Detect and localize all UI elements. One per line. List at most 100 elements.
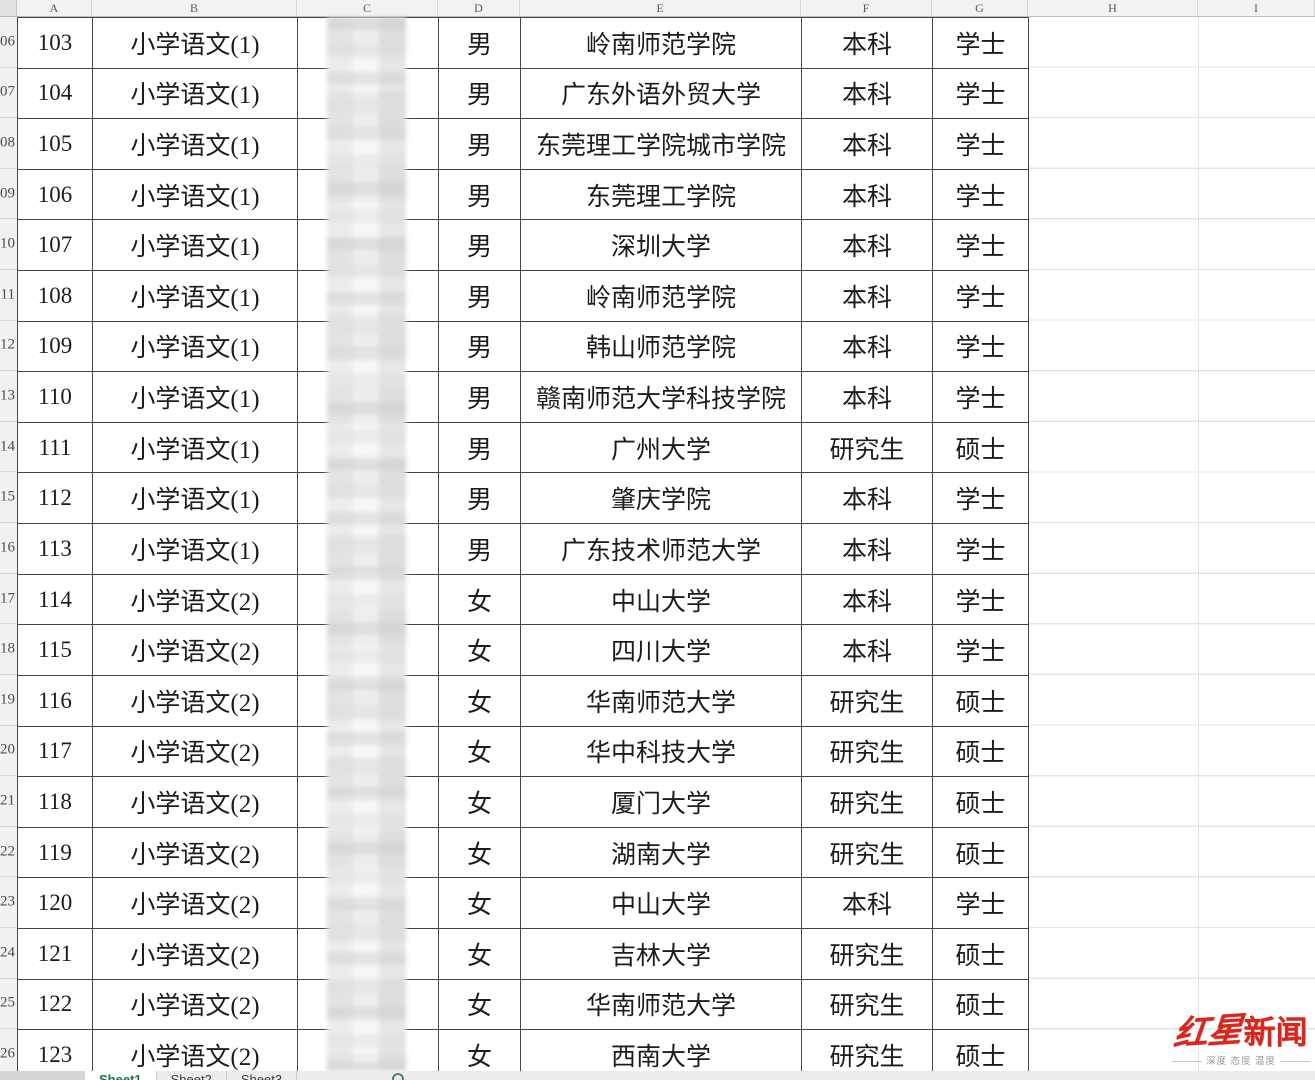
cell-f[interactable]: 研究生	[802, 726, 933, 778]
cell-g[interactable]: 学士	[933, 372, 1029, 423]
cell-f[interactable]: 本科	[802, 625, 933, 676]
cell-f[interactable]: 本科	[802, 878, 933, 929]
cell-b[interactable]: 小学语文(2)	[93, 675, 298, 727]
cell-g[interactable]: 硕士	[933, 726, 1029, 778]
cell-a[interactable]: 104	[18, 68, 93, 120]
cell-d[interactable]: 男	[439, 422, 521, 474]
cell-d[interactable]: 男	[439, 18, 521, 69]
select-all-corner[interactable]	[0, 0, 17, 16]
row-header[interactable]: 106	[0, 17, 17, 68]
cell-g[interactable]: 学士	[933, 321, 1029, 373]
cell-e[interactable]: 东莞理工学院城市学院	[521, 119, 802, 170]
row-header[interactable]: 122	[0, 827, 17, 878]
cell-b[interactable]: 小学语文(2)	[93, 625, 298, 676]
cell-b[interactable]: 小学语文(2)	[93, 777, 298, 828]
sheet-tab-sheet1[interactable]: Sheet1	[85, 1071, 157, 1080]
cell-e[interactable]: 赣南师范大学科技学院	[521, 372, 802, 423]
data-grid[interactable]: 103 小学语文(1) 男岭南师范学院 本科 学士 104 小学语文(1) 男广东外语外贸大学…	[17, 17, 1029, 1080]
cell-g[interactable]: 学士	[933, 271, 1029, 322]
column-header-a[interactable]: A	[17, 0, 92, 16]
row-header[interactable]: 120	[0, 726, 17, 777]
cell-f[interactable]: 本科	[802, 321, 933, 373]
cell-g[interactable]: 硕士	[933, 675, 1029, 727]
cell-b[interactable]: 小学语文(1)	[93, 321, 298, 373]
cell-b[interactable]: 小学语文(1)	[93, 271, 298, 322]
cell-e[interactable]: 广州大学	[521, 422, 802, 474]
cell-a[interactable]: 109	[18, 321, 93, 373]
column-header-e[interactable]: E	[520, 0, 801, 16]
cell-d[interactable]: 女	[439, 928, 521, 980]
cell-e[interactable]: 岭南师范学院	[521, 271, 802, 322]
cell-d[interactable]: 女	[439, 574, 521, 626]
column-header-d[interactable]: D	[438, 0, 520, 16]
cell-e[interactable]: 中山大学	[521, 878, 802, 929]
cell-b[interactable]: 小学语文(1)	[93, 169, 298, 221]
cell-d[interactable]: 男	[439, 524, 521, 575]
cell-e[interactable]: 广东技术师范大学	[521, 524, 802, 575]
row-header[interactable]: 124	[0, 928, 17, 979]
cell-e[interactable]: 吉林大学	[521, 928, 802, 980]
cell-g[interactable]: 硕士	[933, 777, 1029, 828]
cell-a[interactable]: 113	[18, 524, 93, 575]
cell-b[interactable]: 小学语文(2)	[93, 878, 298, 929]
row-header[interactable]: 109	[0, 169, 17, 220]
cell-b[interactable]: 小学语文(2)	[93, 574, 298, 626]
cell-g[interactable]: 学士	[933, 18, 1029, 69]
cell-f[interactable]: 本科	[802, 68, 933, 120]
row-header[interactable]: 117	[0, 574, 17, 625]
cell-d[interactable]: 男	[439, 372, 521, 423]
cell-d[interactable]: 男	[439, 271, 521, 322]
cell-a[interactable]: 114	[18, 574, 93, 626]
cell-g[interactable]: 学士	[933, 524, 1029, 575]
cell-a[interactable]: 116	[18, 675, 93, 727]
sheet-tab-sheet2[interactable]: Sheet2	[156, 1071, 227, 1080]
cell-f[interactable]: 本科	[802, 220, 933, 272]
row-header[interactable]: 114	[0, 422, 17, 473]
cell-b[interactable]: 小学语文(2)	[93, 726, 298, 778]
cell-g[interactable]: 学士	[933, 68, 1029, 120]
cell-b[interactable]: 小学语文(1)	[93, 220, 298, 272]
row-header[interactable]: 125	[0, 979, 17, 1030]
cell-a[interactable]: 119	[18, 827, 93, 879]
row-header[interactable]: 111	[0, 270, 17, 321]
cell-f[interactable]: 研究生	[802, 675, 933, 727]
row-header[interactable]: 118	[0, 624, 17, 675]
cell-b[interactable]: 小学语文(1)	[93, 68, 298, 120]
cell-e[interactable]: 中山大学	[521, 574, 802, 626]
add-sheet-icon[interactable]	[392, 1073, 404, 1080]
cell-d[interactable]: 男	[439, 220, 521, 272]
cell-d[interactable]: 男	[439, 119, 521, 170]
cell-b[interactable]: 小学语文(1)	[93, 524, 298, 575]
cell-f[interactable]: 研究生	[802, 1030, 933, 1080]
cell-d[interactable]: 男	[439, 473, 521, 525]
cell-b[interactable]: 小学语文(1)	[93, 422, 298, 474]
cell-b[interactable]: 小学语文(1)	[93, 18, 298, 69]
cell-g[interactable]: 硕士	[933, 1030, 1029, 1080]
cell-e[interactable]: 深圳大学	[521, 220, 802, 272]
cell-a[interactable]: 111	[18, 422, 93, 474]
cell-g[interactable]: 硕士	[933, 979, 1029, 1031]
cell-f[interactable]: 本科	[802, 524, 933, 575]
row-header[interactable]: 107	[0, 68, 17, 119]
cell-f[interactable]: 研究生	[802, 928, 933, 980]
cell-e[interactable]: 韩山师范学院	[521, 321, 802, 373]
cell-d[interactable]: 女	[439, 777, 521, 828]
cell-g[interactable]: 学士	[933, 878, 1029, 929]
cell-f[interactable]: 本科	[802, 372, 933, 423]
row-header[interactable]: 126	[0, 1029, 17, 1071]
cell-d[interactable]: 男	[439, 321, 521, 373]
cell-d[interactable]: 女	[439, 827, 521, 879]
empty-cells-area[interactable]	[1029, 17, 1315, 1071]
cell-d[interactable]: 女	[439, 878, 521, 929]
column-header-g[interactable]: G	[932, 0, 1028, 16]
cell-f[interactable]: 研究生	[802, 979, 933, 1031]
cell-a[interactable]: 107	[18, 220, 93, 272]
cell-f[interactable]: 本科	[802, 574, 933, 626]
cell-e[interactable]: 厦门大学	[521, 777, 802, 828]
cell-f[interactable]: 研究生	[802, 827, 933, 879]
cell-f[interactable]: 本科	[802, 473, 933, 525]
row-header[interactable]: 119	[0, 675, 17, 726]
row-header[interactable]: 123	[0, 877, 17, 928]
cell-f[interactable]: 本科	[802, 271, 933, 322]
cell-g[interactable]: 学士	[933, 169, 1029, 221]
